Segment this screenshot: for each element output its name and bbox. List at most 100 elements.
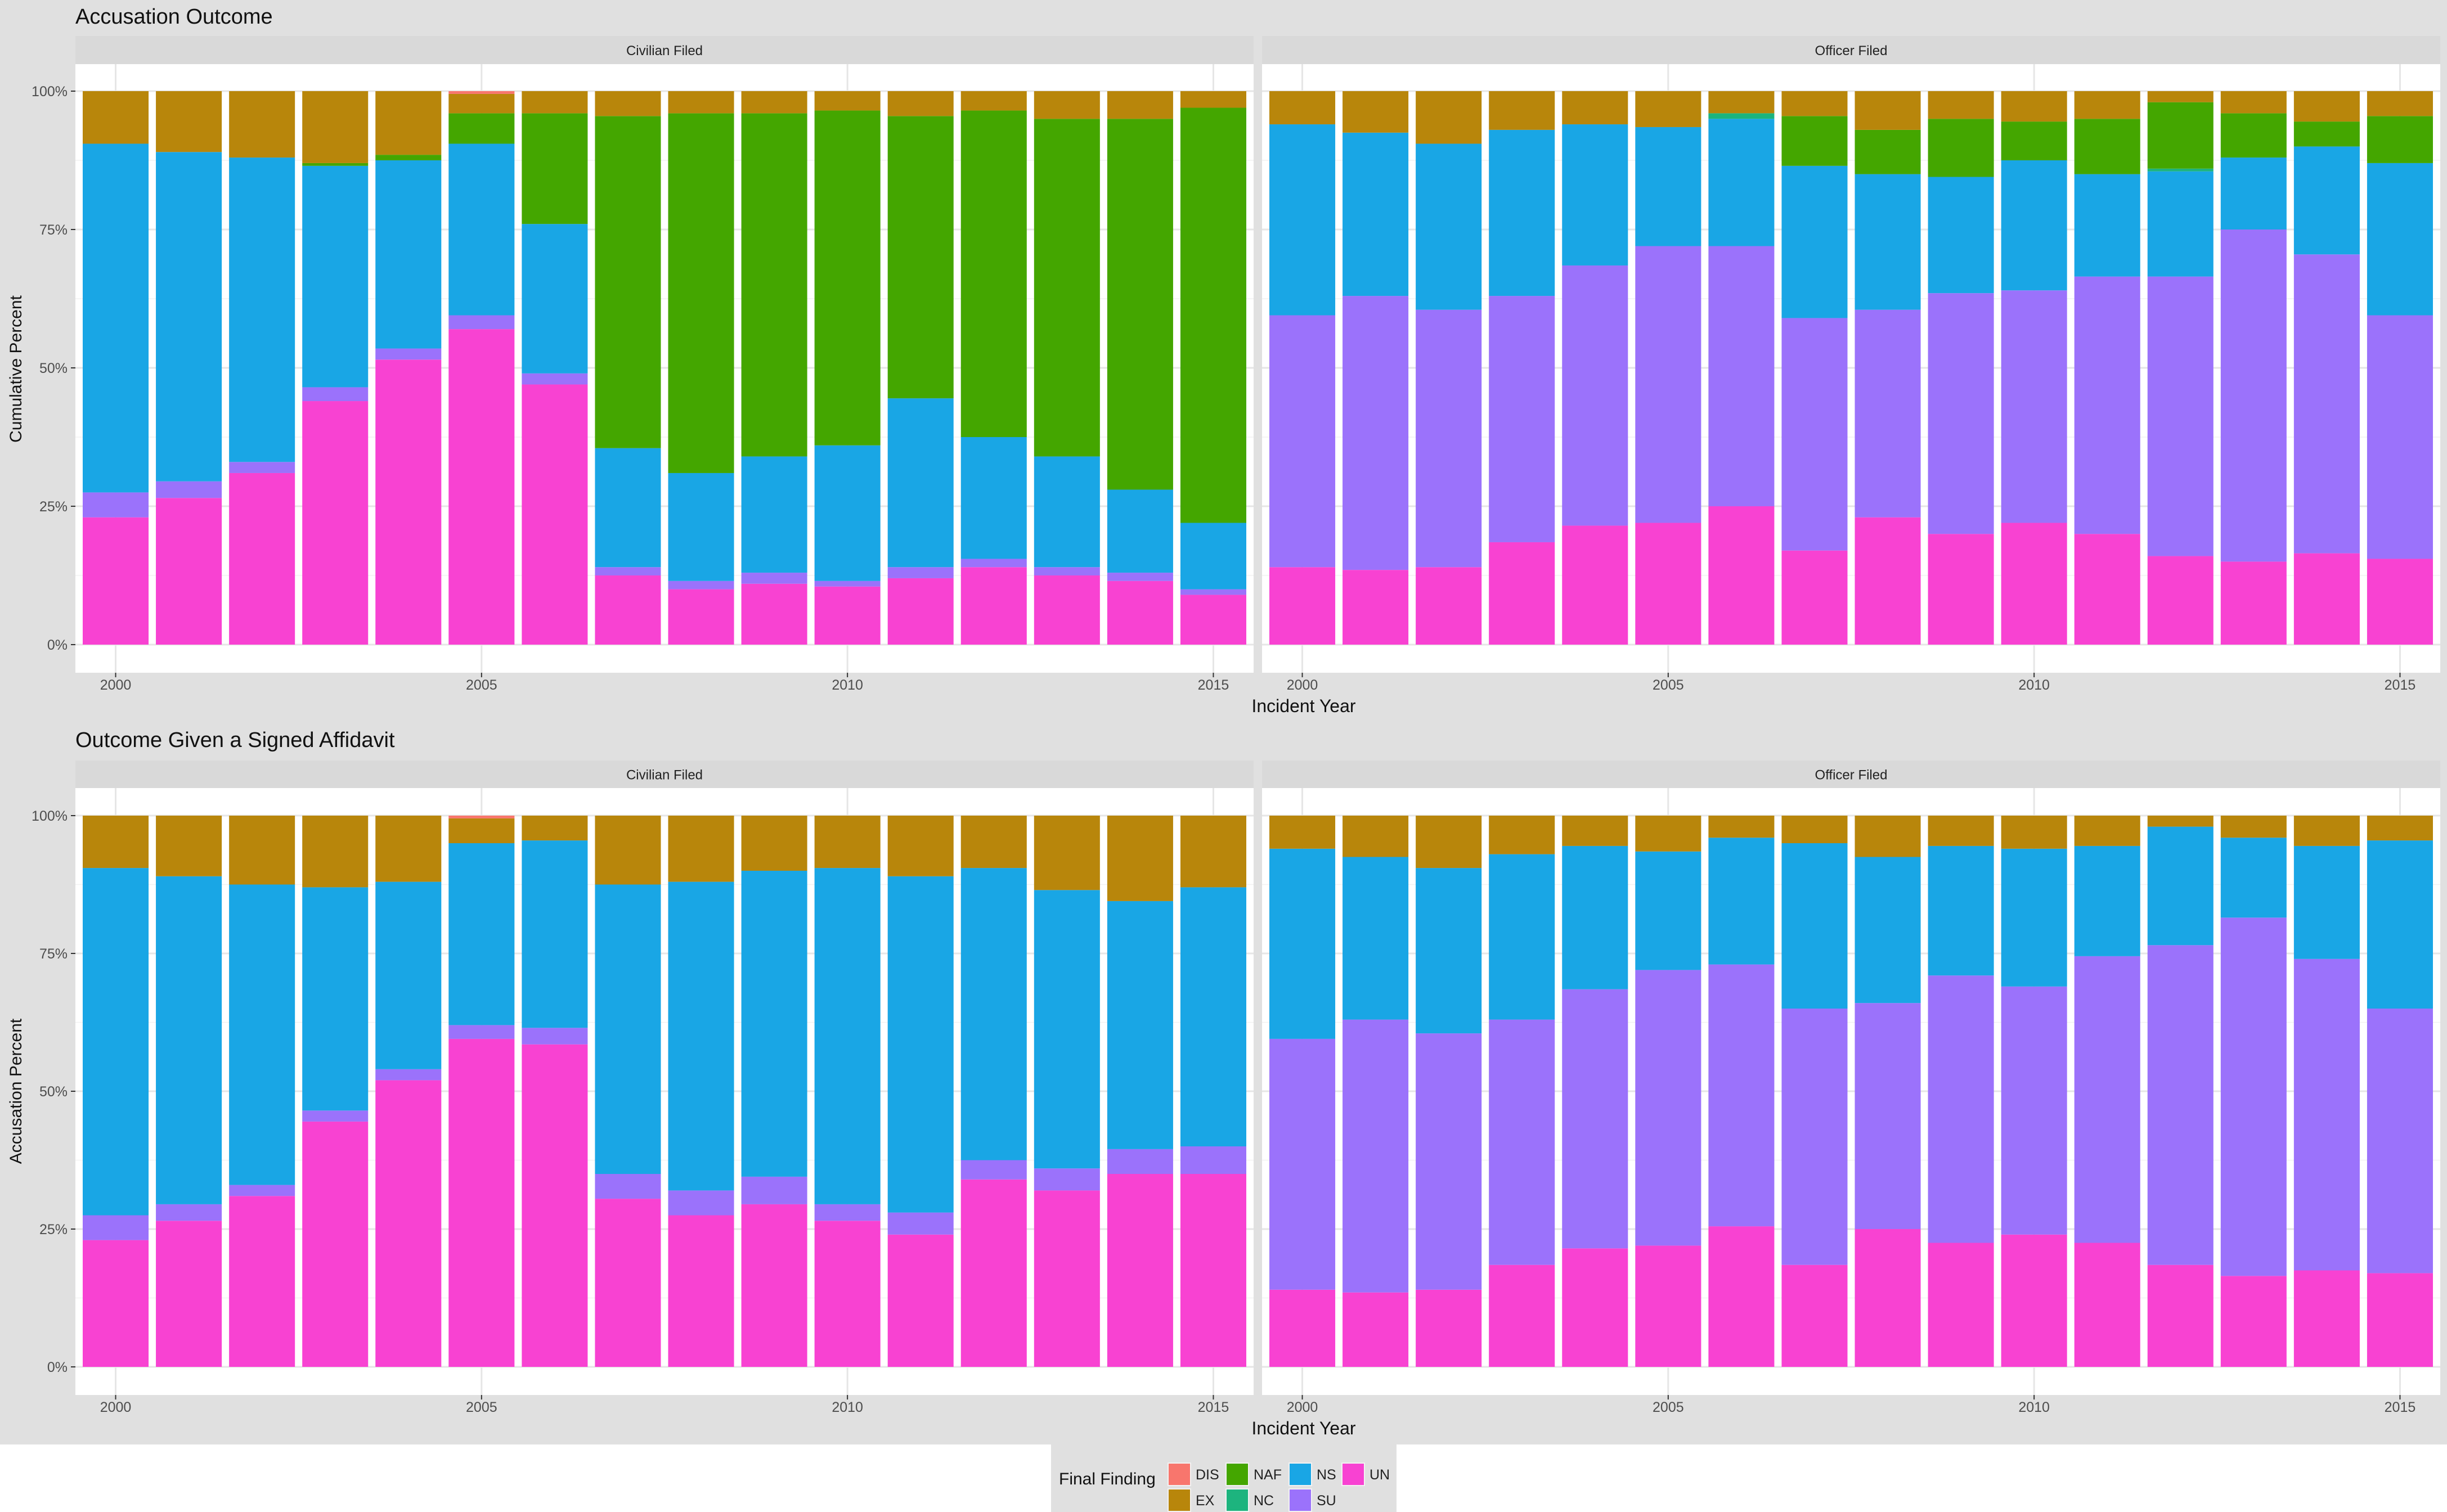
bar-segment-su-2007: [1781, 1009, 1848, 1265]
bar-segment-ns-2009: [1928, 845, 1994, 976]
bar-segment-ex-2006: [522, 91, 588, 114]
bar-segment-un-2010: [2001, 523, 2067, 645]
bar-segment-su-2004: [375, 348, 442, 360]
bar-segment-ex-2007: [595, 816, 661, 885]
bar-segment-ns-2003: [1489, 854, 1555, 1020]
bar-segment-su-2005: [448, 315, 515, 330]
bar-segment-ex-2011: [887, 816, 954, 876]
bar-segment-ex-2003: [302, 91, 369, 163]
bar-segment-su-2015: [1180, 1146, 1246, 1174]
bar-segment-ex-2006: [522, 816, 588, 841]
bar-segment-su-2008: [1855, 1003, 1921, 1229]
bar-segment-ex-2002: [1416, 816, 1482, 868]
bar-segment-ns-2001: [156, 876, 222, 1204]
bar-segment-un-2006: [522, 1044, 588, 1367]
x-tick-label: 2010: [2018, 677, 2050, 693]
bar-segment-ns-2005: [448, 843, 515, 1025]
y-tick-label: 75%: [39, 946, 68, 962]
x-tick-label: 2015: [1198, 677, 1229, 693]
bar-segment-su-2009: [1928, 975, 1994, 1243]
bar-segment-ex-2007: [1781, 91, 1848, 116]
bar-segment-su-2000: [1269, 1038, 1336, 1290]
bar-segment-un-2011: [887, 578, 954, 645]
x-tick-label: 2015: [2385, 1400, 2416, 1415]
bar-segment-su-2006: [522, 1028, 588, 1045]
bar-segment-su-2014: [1107, 573, 1173, 581]
bar-segment-un-2002: [1416, 567, 1482, 645]
bar-segment-naf-2009: [1928, 119, 1994, 177]
bar-segment-ns-2005: [1635, 851, 1701, 970]
legend-key-nc: [1227, 1490, 1248, 1511]
bar-segment-ns-2010: [814, 868, 881, 1204]
y-tick-label: 75%: [39, 222, 68, 238]
panel-strip-label: Civilian Filed: [626, 43, 703, 58]
bar-segment-ns-2014: [1107, 489, 1173, 573]
bar-segment-ex-2011: [2074, 91, 2140, 119]
bar-segment-ex-2009: [741, 91, 807, 114]
bar-segment-un-2015: [2367, 559, 2433, 645]
bar-segment-naf-2008: [668, 113, 734, 473]
legend-label-naf: NAF: [1254, 1467, 1282, 1483]
bar-segment-un-2007: [595, 1199, 661, 1367]
bar-segment-su-2010: [814, 1204, 881, 1221]
bar-segment-ns-2011: [887, 398, 954, 568]
bar-segment-ex-2013: [2220, 91, 2287, 114]
bar-segment-ex-2005: [1635, 816, 1701, 852]
bar-segment-un-2008: [1855, 517, 1921, 645]
bar-segment-ns-2005: [1635, 127, 1701, 246]
panel-strip-label: Officer Filed: [1815, 43, 1888, 58]
bar-segment-su-2006: [522, 373, 588, 385]
bar-segment-naf-2006: [522, 113, 588, 224]
bar-segment-su-2009: [741, 1176, 807, 1204]
y-tick-label: 25%: [39, 1222, 68, 1238]
x-tick-label: 2010: [2018, 1400, 2050, 1415]
bar-segment-ex-2010: [814, 816, 881, 868]
bar-segment-un-2015: [1180, 595, 1246, 645]
y-axis-label: Cumulative Percent: [7, 295, 25, 442]
bar-segment-naf-2011: [887, 116, 954, 399]
bar-segment-ex-2004: [375, 816, 442, 882]
bar-segment-su-2007: [595, 1174, 661, 1199]
y-tick-label: 0%: [47, 637, 68, 653]
bar-segment-ns-2010: [2001, 160, 2067, 291]
bar-segment-dis-2005: [448, 91, 515, 94]
bar-segment-un-2011: [2074, 534, 2140, 645]
x-tick-label: 2005: [466, 1400, 497, 1415]
bar-segment-ex-2001: [156, 91, 222, 152]
bar-segment-ns-2005: [448, 143, 515, 316]
legend-label-nc: NC: [1254, 1493, 1274, 1509]
bar-segment-naf-2004: [375, 155, 442, 160]
panel-officer-filed: Officer Filed 2000 2005 2010 2015: [1262, 36, 2440, 693]
bar-segment-ns-2006: [1708, 838, 1775, 965]
bar-segment-ex-2000: [83, 91, 149, 144]
bar-segment-un-2007: [1781, 1264, 1848, 1367]
legend-items: DIS EX NAF NC NS SU UN: [1168, 1462, 1390, 1512]
bar-segment-un-2009: [1928, 1243, 1994, 1367]
bar-segment-ex-2006: [1708, 91, 1775, 114]
bar-segment-un-2004: [375, 359, 442, 645]
panel-strip: [1262, 760, 2440, 788]
x-tick-label: 2005: [1653, 677, 1684, 693]
bar-segment-ex-2001: [1343, 816, 1409, 857]
bar-segment-un-2013: [2220, 1276, 2287, 1367]
bar-segment-naf-2015: [1180, 107, 1246, 523]
bar-segment-ns-2007: [595, 448, 661, 568]
bar-segment-ex-2012: [960, 816, 1027, 868]
y-tick-label: 25%: [39, 499, 68, 515]
bar-segment-ex-2011: [887, 91, 954, 116]
panel-civilian-filed: Civilian Filed 0% 25% 50% 75% 100% 2000 2005 201…: [32, 760, 1254, 1415]
bar-segment-su-2001: [1343, 1019, 1409, 1293]
bar-segment-su-2011: [2074, 956, 2140, 1243]
bar-segment-dis-2005: [448, 816, 515, 818]
bar-segment-naf-2013: [2220, 113, 2287, 158]
legend-key-su: [1290, 1490, 1311, 1511]
bar-segment-su-2003: [1489, 296, 1555, 542]
y-tick-label: 50%: [39, 1084, 68, 1100]
bar-segment-ex-2000: [1269, 816, 1336, 849]
bar-segment-su-2005: [1635, 246, 1701, 523]
legend-key-ns: [1290, 1464, 1311, 1485]
bar-segment-su-2012: [2147, 276, 2213, 556]
bar-segment-un-2000: [83, 1240, 149, 1367]
legend-label-dis: DIS: [1196, 1467, 1219, 1483]
